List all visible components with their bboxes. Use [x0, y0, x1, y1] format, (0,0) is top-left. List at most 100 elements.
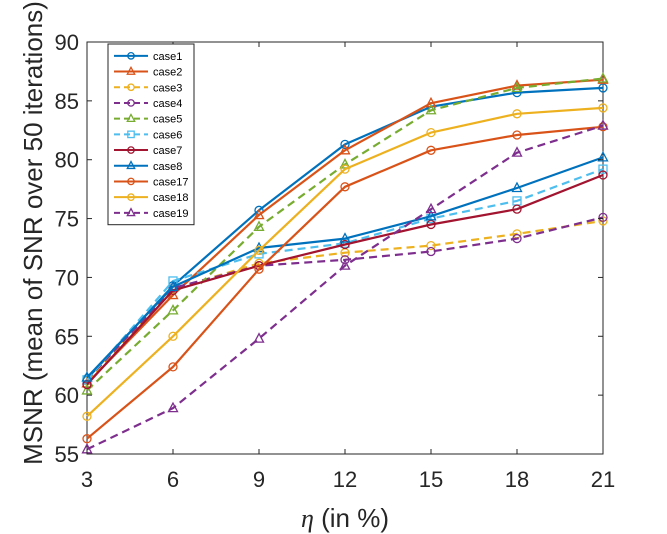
series-case5 — [81, 72, 609, 395]
x-tick-label: 3 — [81, 467, 93, 492]
legend-label: case3 — [153, 82, 182, 94]
legend-label: case5 — [153, 114, 182, 126]
y-tick-label: 80 — [55, 148, 79, 173]
series-line-case17 — [86, 125, 604, 440]
legend-box — [107, 43, 195, 226]
data-point-square — [168, 276, 178, 286]
x-tick-label: 21 — [591, 467, 615, 492]
data-point-square — [127, 130, 135, 139]
data-point-circle — [127, 99, 135, 107]
data-point-triangle — [126, 113, 136, 122]
data-point-triangle — [339, 259, 351, 270]
y-tick-label: 55 — [55, 442, 79, 467]
y-tick-label: 90 — [55, 30, 79, 55]
series-line-case19 — [86, 124, 604, 451]
data-point-triangle — [81, 371, 93, 382]
data-point-circle — [254, 264, 264, 274]
data-point-triangle — [167, 401, 179, 413]
legend: case1 case2 case3 case4 case5 case6 case7 case8… — [107, 43, 195, 226]
data-point-triangle — [126, 207, 136, 217]
data-point-circle — [598, 103, 608, 113]
y-tick-label: 85 — [55, 89, 79, 114]
legend-label: case6 — [153, 129, 182, 141]
data-point-triangle — [253, 208, 265, 220]
x-tick-label: 9 — [253, 467, 265, 492]
data-point-triangle — [425, 103, 437, 115]
legend-label: case4 — [153, 98, 182, 110]
legend-entry-case6: case6 — [114, 129, 182, 141]
data-point-triangle — [511, 146, 523, 157]
data-point-circle — [340, 164, 350, 174]
y-tick-label: 70 — [55, 265, 79, 290]
data-point-circle — [340, 139, 350, 150]
x-tick-label: 18 — [505, 467, 529, 492]
series-line-case5 — [86, 77, 604, 392]
x-tick-label: 6 — [167, 467, 179, 492]
data-point-circle — [340, 182, 350, 192]
data-point-circle — [168, 362, 178, 372]
series-line-case8 — [86, 156, 604, 379]
legend-label: case1 — [153, 51, 182, 63]
data-point-triangle — [126, 160, 136, 170]
y-tick-label: 60 — [55, 383, 79, 408]
data-point-triangle — [167, 303, 179, 315]
data-point-circle — [426, 219, 436, 230]
data-point-square — [598, 164, 608, 174]
series-layer — [81, 72, 609, 454]
series-line-case18 — [86, 106, 604, 418]
data-point-circle — [512, 233, 522, 244]
data-point-circle — [127, 83, 135, 92]
data-point-circle — [598, 216, 608, 226]
data-point-triangle — [339, 143, 351, 155]
data-point-circle — [426, 240, 436, 251]
data-point-triangle — [253, 220, 265, 231]
data-point-triangle — [167, 280, 179, 291]
x-tick-label: 12 — [333, 467, 357, 492]
data-point-triangle — [425, 209, 437, 221]
legend-entry-case19: case19 — [114, 207, 188, 220]
data-point-circle — [426, 127, 436, 138]
data-point-triangle — [597, 119, 609, 130]
data-point-circle — [512, 109, 522, 119]
data-point-triangle — [425, 202, 437, 214]
data-point-circle — [598, 170, 608, 180]
legend-entry-case1: case1 — [114, 51, 182, 63]
data-point-circle — [426, 145, 436, 155]
legend-entry-case17: case17 — [114, 176, 188, 188]
x-tick-label: 15 — [419, 467, 443, 492]
data-point-circle — [127, 193, 135, 201]
data-point-triangle — [339, 232, 351, 243]
data-point-circle — [512, 204, 522, 214]
legend-label: case17 — [153, 176, 188, 188]
series-case19 — [81, 119, 609, 454]
data-point-circle — [598, 212, 608, 223]
data-point-circle — [127, 51, 135, 60]
series-line-case2 — [86, 78, 604, 385]
data-point-triangle — [511, 181, 523, 193]
legend-entry-case5: case5 — [114, 113, 182, 126]
legend-entry-case8: case8 — [114, 160, 182, 173]
legend-entry-case2: case2 — [114, 65, 182, 79]
y-axis-label: MSNR (mean of SNR over 50 iterations) — [18, 1, 48, 465]
legend-label: case2 — [153, 67, 182, 79]
legend-entry-case7: case7 — [114, 145, 182, 157]
x-axis-label-unit: (in %) — [314, 503, 389, 533]
data-point-circle — [82, 434, 92, 444]
data-point-triangle — [253, 332, 265, 343]
data-point-triangle — [126, 65, 136, 75]
legend-entry-case18: case18 — [114, 192, 188, 204]
data-point-circle — [598, 83, 608, 93]
legend-label: case19 — [153, 208, 188, 220]
data-point-circle — [168, 331, 178, 341]
data-point-circle — [127, 146, 135, 154]
data-point-triangle — [511, 81, 523, 93]
x-axis-label: η (in %) — [301, 503, 389, 533]
data-point-triangle — [81, 384, 93, 395]
legend-entry-case3: case3 — [114, 82, 182, 94]
series-line-case3 — [86, 219, 604, 382]
data-point-circle — [127, 177, 135, 186]
data-point-triangle — [425, 96, 437, 108]
data-point-triangle — [597, 72, 609, 83]
series-case18 — [82, 103, 608, 421]
